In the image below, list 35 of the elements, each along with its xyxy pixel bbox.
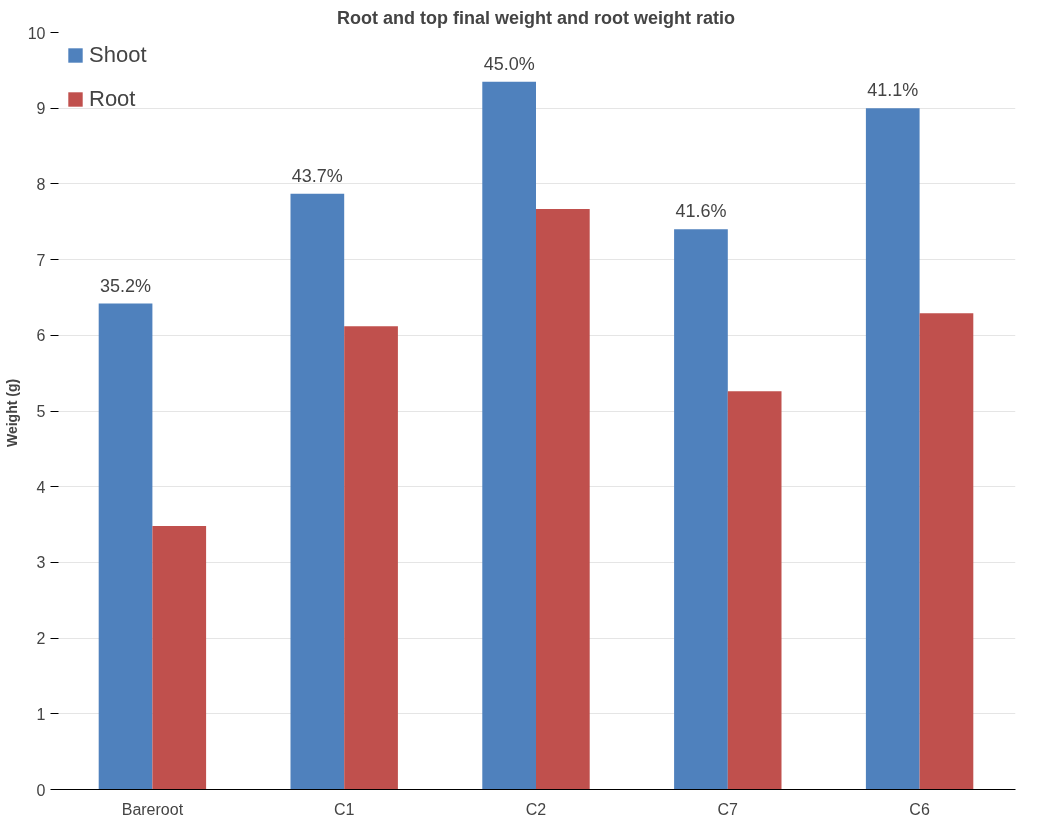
legend-label: Shoot [89, 42, 147, 68]
bar [152, 526, 207, 790]
x-tick-label: Bareroot [121, 800, 184, 818]
annotation: 41.6% [675, 201, 727, 222]
chart-title: Root and top final weight and root weight ratio [337, 7, 735, 28]
bar [482, 81, 536, 790]
bar [98, 303, 153, 790]
y-tick-label: 6 [36, 327, 46, 345]
bar [727, 391, 782, 790]
y-tick-label: 10 [27, 24, 46, 42]
y-tick-label: 3 [36, 554, 46, 572]
annotation: 41.1% [867, 80, 919, 101]
annotation: 35.2% [100, 275, 152, 296]
legend-label: Root [89, 86, 136, 112]
y-axis-title: Weight (g) [3, 378, 20, 448]
y-tick-label: 9 [36, 100, 46, 118]
x-tick-label: C7 [717, 800, 739, 818]
bar [290, 193, 345, 790]
x-tick-label: C6 [909, 800, 930, 818]
bar [536, 208, 590, 790]
x-tick-label: C1 [333, 800, 355, 818]
annotation: 45.0% [483, 53, 535, 74]
y-tick-label: 8 [36, 175, 46, 193]
bar [919, 313, 974, 790]
y-tick-label: 4 [36, 478, 46, 496]
bar [344, 326, 398, 790]
bar [865, 108, 920, 790]
y-tick-label: 0 [36, 781, 46, 799]
y-tick-label: 5 [36, 403, 46, 420]
x-tick-label: C2 [525, 800, 547, 818]
bar [674, 229, 728, 790]
y-tick-label: 2 [36, 630, 46, 648]
annotation: 43.7% [291, 165, 343, 186]
y-tick-label: 7 [36, 251, 46, 269]
y-tick-label: 1 [36, 705, 46, 723]
